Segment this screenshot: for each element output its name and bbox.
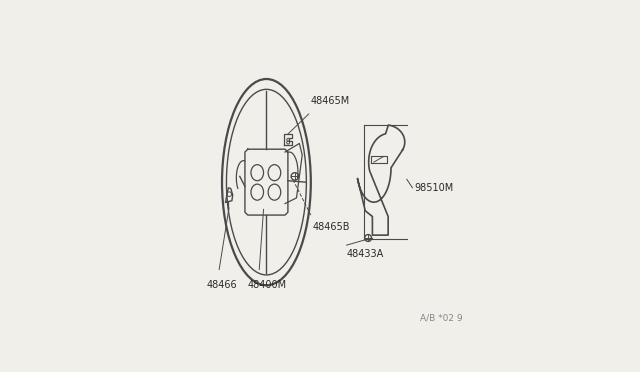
Text: 48466: 48466: [206, 279, 237, 289]
Text: 98510M: 98510M: [414, 183, 453, 193]
Text: 48465M: 48465M: [311, 96, 350, 106]
Text: 48433A: 48433A: [347, 250, 384, 259]
Text: 48465B: 48465B: [312, 222, 349, 232]
Text: 48400M: 48400M: [248, 279, 287, 289]
Text: A/B *02 9: A/B *02 9: [420, 314, 463, 323]
